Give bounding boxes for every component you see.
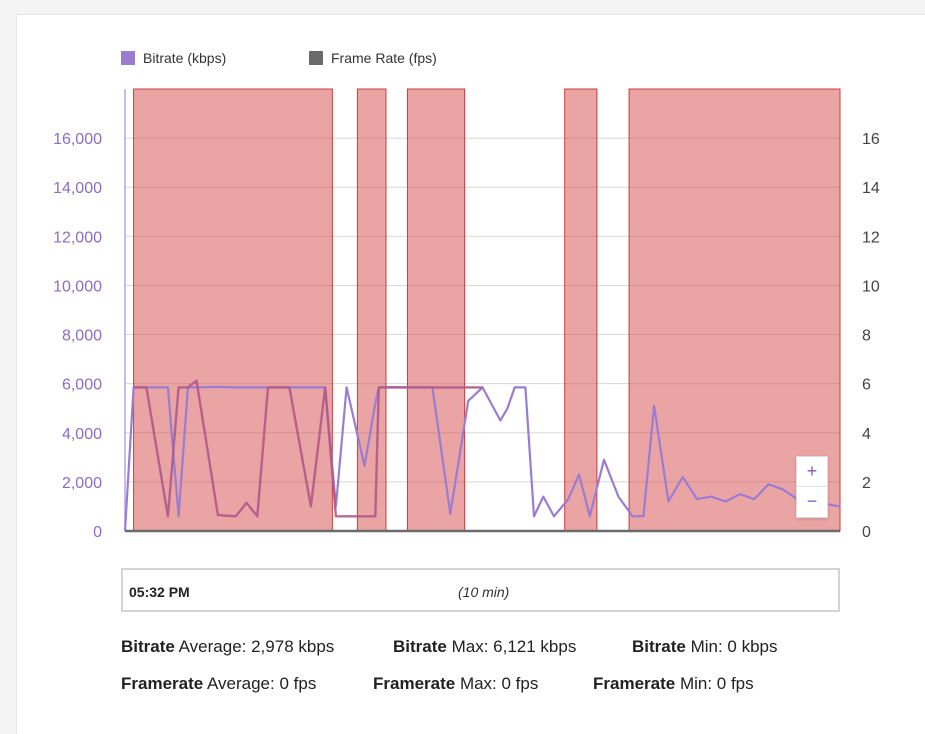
stat-value: Average: 0 fps bbox=[203, 674, 317, 693]
y-left-tick-label: 10,000 bbox=[53, 278, 102, 295]
y-right-tick-label: 16 bbox=[862, 131, 880, 148]
legend-item-bitrate[interactable]: Bitrate (kbps) bbox=[121, 50, 226, 66]
y-left-tick-label: 8,000 bbox=[62, 328, 102, 345]
y-left-tick-label: 12,000 bbox=[53, 229, 102, 246]
legend-label-bitrate: Bitrate (kbps) bbox=[143, 50, 227, 66]
bitrate-chart: 0 2,000 4,000 6,000 8,000 10,000 12,000 14,000 1… bbox=[53, 88, 880, 541]
time-navigator[interactable]: 05:32 PM (10 min) bbox=[121, 568, 840, 612]
y-right-tick-label: 4 bbox=[862, 426, 871, 443]
stat-label: Framerate bbox=[373, 674, 456, 693]
stat-label: Bitrate bbox=[393, 637, 447, 656]
stat-value: Min: 0 fps bbox=[675, 674, 754, 693]
stat-value: Average: 2,978 kbps bbox=[174, 637, 335, 656]
y-right-tick-label: 2 bbox=[862, 475, 871, 492]
stat-framerate-max: Framerate Max: 0 fps bbox=[373, 674, 538, 694]
highlight-band bbox=[406, 88, 466, 532]
y-right-tick-label: 8 bbox=[862, 328, 871, 345]
y-left-tick-label: 14,000 bbox=[53, 180, 102, 197]
stat-value: Max: 0 fps bbox=[455, 674, 539, 693]
y-right-tick-label: 0 bbox=[862, 524, 871, 541]
y-right-tick-label: 10 bbox=[862, 278, 880, 295]
y-axis-left: 0 2,000 4,000 6,000 8,000 10,000 12,000 14,000 1… bbox=[53, 131, 102, 541]
highlight-band bbox=[133, 88, 333, 532]
zoom-in-button[interactable]: + bbox=[806, 461, 818, 481]
bitrate-series-overlay bbox=[133, 379, 483, 518]
legend-swatch-bitrate bbox=[121, 51, 135, 65]
stat-label: Framerate bbox=[593, 674, 676, 693]
y-left-tick-label: 0 bbox=[93, 524, 102, 541]
legend-item-framerate[interactable]: Frame Rate (fps) bbox=[309, 50, 437, 66]
stat-label: Framerate bbox=[121, 674, 204, 693]
chart-legend: Bitrate (kbps) Frame Rate (fps) bbox=[0, 50, 925, 70]
zoom-out-button[interactable]: − bbox=[797, 486, 827, 516]
y-left-tick-label: 6,000 bbox=[62, 377, 102, 394]
series-lines bbox=[123, 379, 841, 533]
stat-bitrate-max: Bitrate Max: 6,121 kbps bbox=[393, 637, 576, 657]
y-left-tick-label: 16,000 bbox=[53, 131, 102, 148]
stat-value: Max: 6,121 kbps bbox=[446, 637, 577, 656]
y-axis-right: 0 2 4 6 8 10 12 14 16 bbox=[862, 131, 880, 541]
highlight-bands bbox=[133, 88, 841, 532]
stat-bitrate-average: Bitrate Average: 2,978 kbps bbox=[121, 637, 334, 657]
y-left-tick-label: 4,000 bbox=[62, 426, 102, 443]
legend-label-framerate: Frame Rate (fps) bbox=[331, 50, 437, 66]
y-right-tick-label: 14 bbox=[862, 180, 880, 197]
stat-framerate-min: Framerate Min: 0 fps bbox=[593, 674, 754, 694]
y-right-tick-label: 12 bbox=[862, 229, 880, 246]
stat-label: Bitrate bbox=[632, 637, 686, 656]
stat-value: Min: 0 kbps bbox=[685, 637, 778, 656]
legend-swatch-framerate bbox=[309, 51, 323, 65]
y-right-tick-label: 6 bbox=[862, 377, 871, 394]
navigator-range-label: (10 min) bbox=[458, 584, 510, 600]
stat-label: Bitrate bbox=[121, 637, 175, 656]
highlight-band bbox=[564, 88, 598, 532]
y-left-tick-label: 2,000 bbox=[62, 475, 102, 492]
highlight-band bbox=[356, 88, 387, 532]
stat-bitrate-min: Bitrate Min: 0 kbps bbox=[632, 637, 778, 657]
navigator-start-time: 05:32 PM bbox=[129, 584, 190, 600]
stat-framerate-average: Framerate Average: 0 fps bbox=[121, 674, 316, 694]
zoom-controls: + − bbox=[796, 456, 828, 518]
